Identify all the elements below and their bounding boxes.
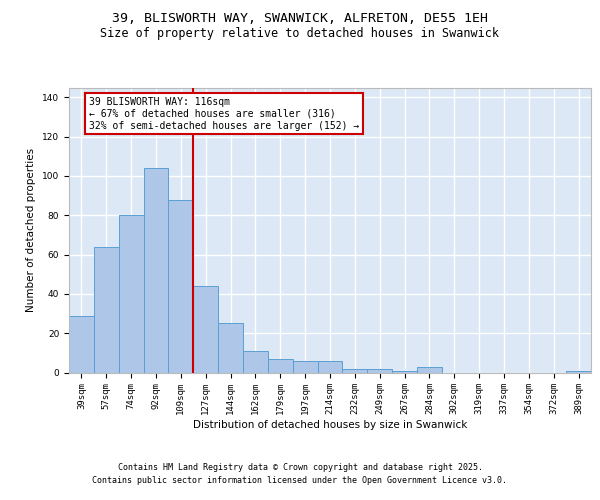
Bar (143, 168, 169, 372)
Bar (317, 360, 343, 372)
Bar (193, 286, 218, 372)
Y-axis label: Number of detached properties: Number of detached properties (26, 148, 37, 312)
Text: Size of property relative to detached houses in Swanwick: Size of property relative to detached ho… (101, 28, 499, 40)
Bar (268, 358, 293, 372)
Bar (94, 246, 119, 372)
Bar (69, 316, 94, 372)
Text: 39, BLISWORTH WAY, SWANWICK, ALFRETON, DE55 1EH: 39, BLISWORTH WAY, SWANWICK, ALFRETON, D… (112, 12, 488, 26)
Bar (392, 370, 417, 372)
X-axis label: Distribution of detached houses by size in Swanwick: Distribution of detached houses by size … (193, 420, 467, 430)
Bar (367, 368, 392, 372)
Bar (119, 216, 143, 372)
Bar (243, 351, 268, 372)
Bar (169, 200, 193, 372)
Bar (343, 368, 367, 372)
Bar (417, 366, 442, 372)
Bar (293, 360, 317, 372)
Bar (566, 370, 591, 372)
Text: 39 BLISWORTH WAY: 116sqm
← 67% of detached houses are smaller (316)
32% of semi-: 39 BLISWORTH WAY: 116sqm ← 67% of detach… (89, 98, 359, 130)
Bar (218, 324, 243, 372)
Text: Contains HM Land Registry data © Crown copyright and database right 2025.: Contains HM Land Registry data © Crown c… (118, 462, 482, 471)
Text: Contains public sector information licensed under the Open Government Licence v3: Contains public sector information licen… (92, 476, 508, 485)
